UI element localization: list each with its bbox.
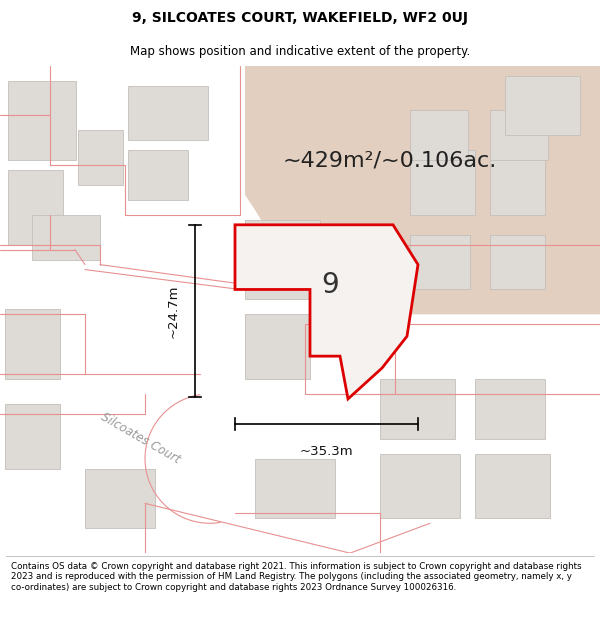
Bar <box>410 235 470 289</box>
Bar <box>490 235 545 289</box>
Text: 9, SILCOATES COURT, WAKEFIELD, WF2 0UJ: 9, SILCOATES COURT, WAKEFIELD, WF2 0UJ <box>132 11 468 26</box>
Bar <box>505 76 580 135</box>
Bar <box>128 150 188 200</box>
Text: Contains OS data © Crown copyright and database right 2021. This information is : Contains OS data © Crown copyright and d… <box>11 562 581 591</box>
Text: Silcoates Court: Silcoates Court <box>98 411 182 467</box>
Bar <box>5 404 60 469</box>
Text: ~429m²/~0.106ac.: ~429m²/~0.106ac. <box>283 150 497 170</box>
Bar <box>490 155 545 215</box>
Bar <box>85 469 155 528</box>
Text: Map shows position and indicative extent of the property.: Map shows position and indicative extent… <box>130 45 470 58</box>
Bar <box>245 314 310 379</box>
Bar <box>380 454 460 518</box>
Bar <box>380 379 455 439</box>
Bar <box>32 215 100 259</box>
Bar <box>255 459 335 518</box>
Text: ~24.7m: ~24.7m <box>167 284 179 338</box>
Bar <box>475 454 550 518</box>
Bar <box>8 81 76 160</box>
Bar <box>490 111 548 160</box>
Bar <box>8 170 63 245</box>
Bar <box>128 86 208 140</box>
Polygon shape <box>245 66 600 314</box>
Bar <box>78 130 123 185</box>
Text: ~35.3m: ~35.3m <box>299 445 353 458</box>
Bar <box>410 150 475 215</box>
Text: 9: 9 <box>321 271 339 299</box>
Bar <box>410 111 468 160</box>
Polygon shape <box>235 225 418 399</box>
Bar <box>245 220 320 299</box>
Bar <box>5 309 60 379</box>
Bar <box>475 379 545 439</box>
